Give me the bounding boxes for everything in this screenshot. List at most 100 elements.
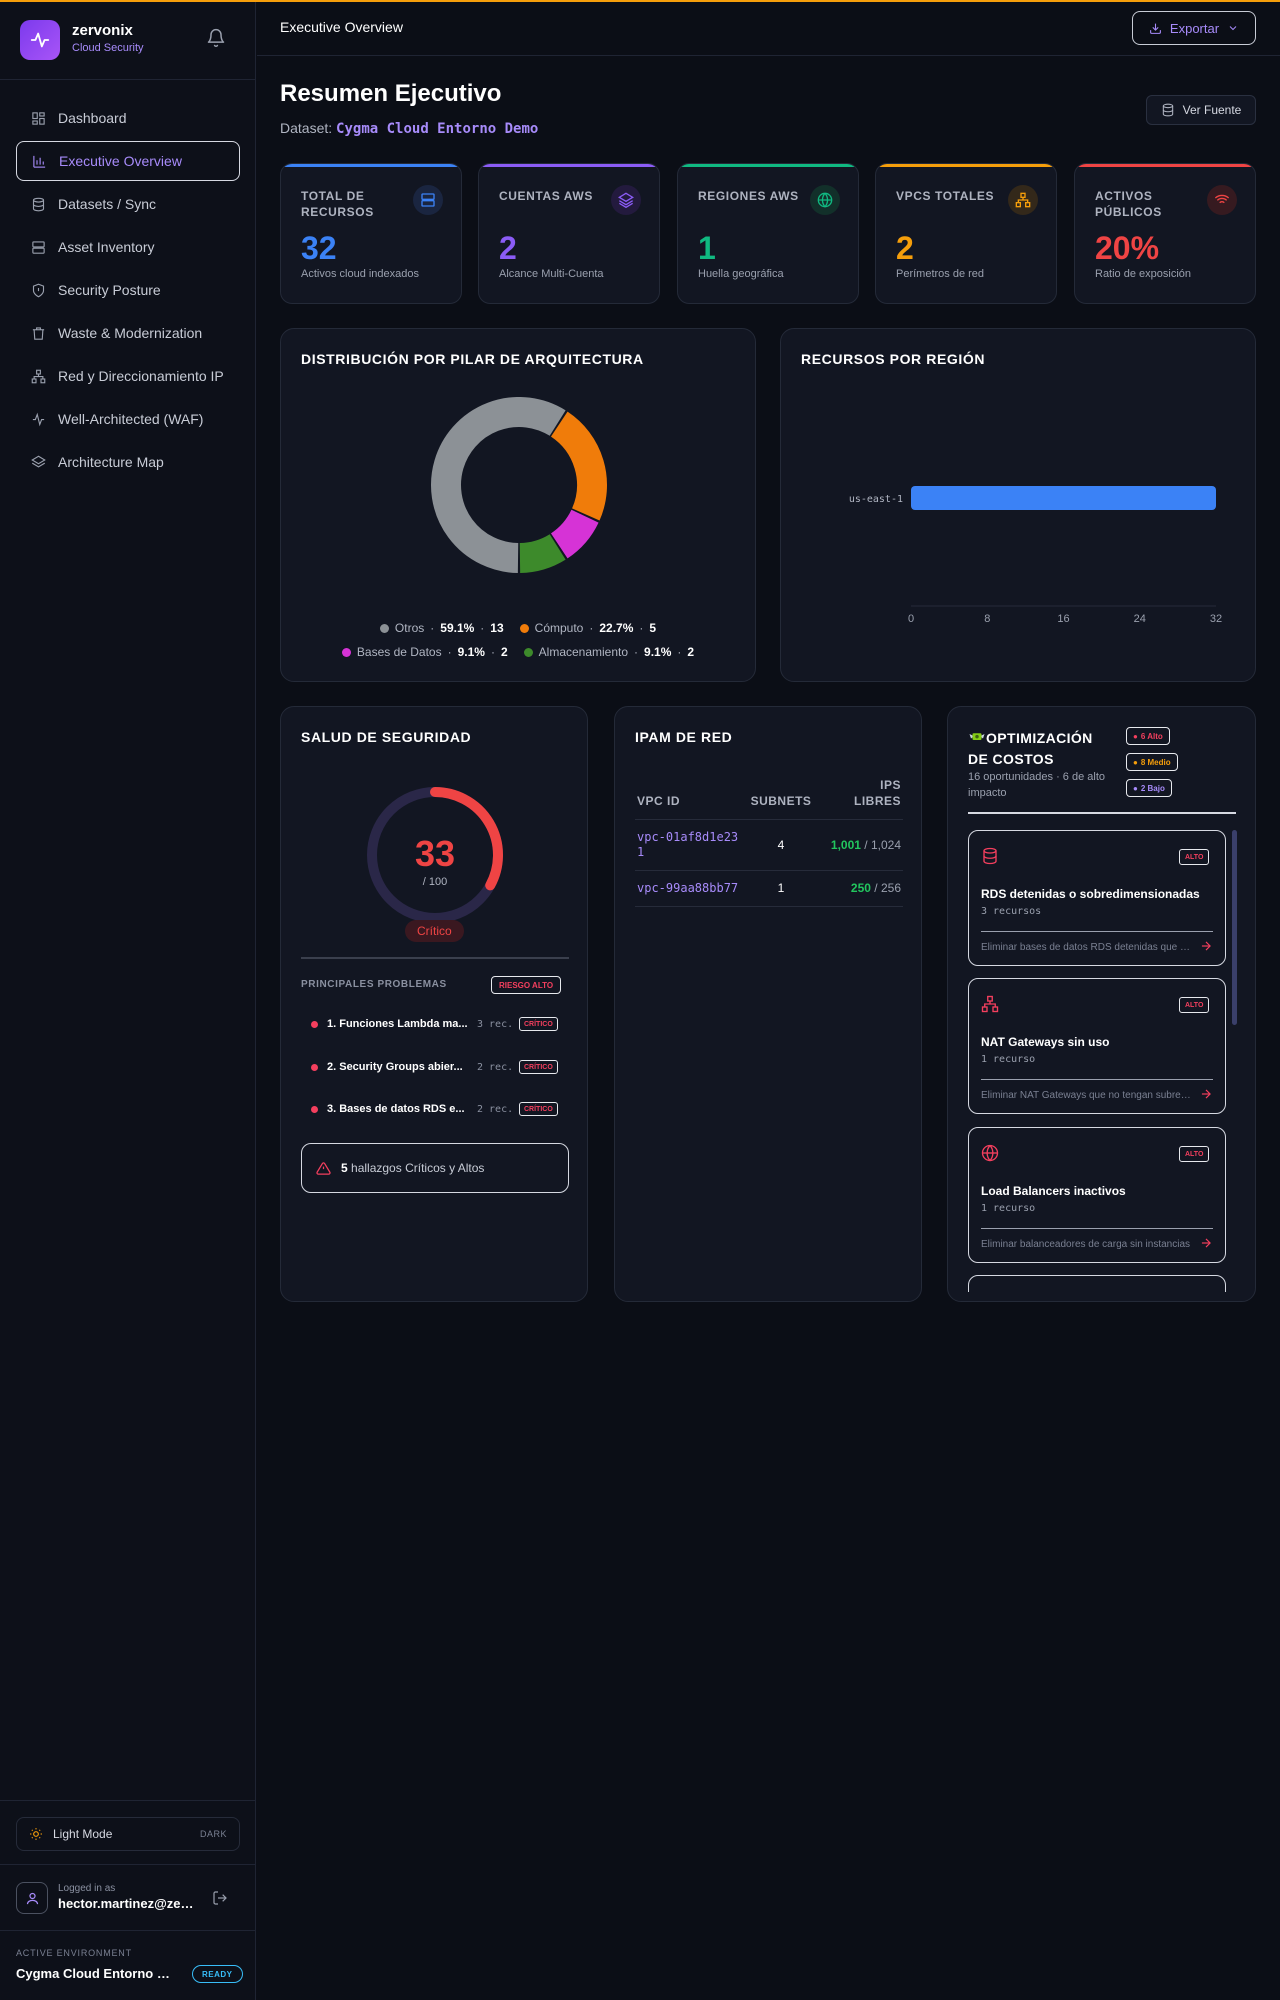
severity-badge-label: 6 Alto (1140, 731, 1163, 741)
environment-name[interactable]: Cygma Cloud Entorno Demo (16, 1966, 176, 1981)
sidebar-item-label: Waste & Modernization (58, 325, 203, 341)
severity-badge-low[interactable]: ● 2 Bajo (1126, 779, 1172, 797)
warning-icon (316, 1161, 331, 1176)
issue-item[interactable]: 3. Bases de datos RDS e... 2 rec. CRÍTIC… (311, 1099, 569, 1119)
kpi-card-aws-accounts[interactable]: CUENTAS AWS 2 Alcance Multi-Cuenta (478, 163, 660, 304)
sidebar-item-datasets[interactable]: Datasets / Sync (16, 184, 240, 224)
legend-percent: 9.1% (644, 645, 672, 659)
ipam-card: IPAM DE RED VPC ID SUBNETS IPS LIBRES vp… (614, 706, 922, 1302)
view-source-label: Ver Fuente (1182, 103, 1242, 117)
issue-text: 2. Security Groups abier... (327, 1061, 463, 1073)
column-header-subnets[interactable]: SUBNETS (745, 767, 817, 820)
sidebar-item-executive-overview[interactable]: Executive Overview (16, 141, 240, 181)
sidebar-item-label: Executive Overview (59, 153, 182, 169)
donut-slice-otros[interactable] (431, 397, 566, 573)
legend-swatch (379, 623, 389, 633)
table-row[interactable]: vpc-99aa88bb77 1 250 / 256 (635, 870, 903, 907)
export-label: Exportar (1169, 20, 1220, 36)
table-row[interactable]: vpc-01af8d1e231 4 1,001 / 1,024 (635, 819, 903, 871)
legend-item[interactable]: Otros · 59.1% · 13 (379, 621, 504, 635)
issue-item[interactable]: 1. Funciones Lambda ma... 3 rec. CRÍTICO (311, 1014, 569, 1034)
arrow-right-icon[interactable] (1199, 1087, 1213, 1104)
sidebar-item-network-ip[interactable]: Red y Direccionamiento IP (16, 356, 240, 396)
opportunity-severity-badge: ALTO (1179, 997, 1210, 1013)
legend-item[interactable]: Cómputo · 22.7% · 5 (519, 621, 657, 635)
brand-logo-icon[interactable] (20, 20, 60, 60)
x-tick-label: 32 (1210, 613, 1222, 625)
page-title: Resumen Ejecutivo (280, 80, 502, 107)
issue-dot (311, 1020, 318, 1028)
logout-icon[interactable] (212, 1890, 228, 1909)
kpi-card-aws-regions[interactable]: REGIONES AWS 1 Huella geográfica (677, 163, 859, 304)
opportunity-card[interactable]: ALTO RDS detenidas o sobredimensionadas … (968, 830, 1226, 966)
section-divider (301, 957, 569, 959)
legend-item[interactable]: Bases de Datos · 9.1% · 2 (341, 645, 508, 659)
risk-badge: RIESGO ALTO (491, 976, 562, 994)
legend-count: 5 (649, 621, 657, 635)
cost-optimization-card: OPTIMIZACIÓN DE COSTOS 16 oportunidades … (947, 706, 1256, 1302)
opportunity-divider (981, 931, 1213, 932)
sidebar-item-waf[interactable]: Well-Architected (WAF) (16, 399, 240, 439)
kpi-accent-bar (1075, 164, 1255, 167)
arrow-right-icon[interactable] (1199, 1236, 1213, 1253)
severity-badge-high[interactable]: ● 6 Alto (1126, 727, 1170, 745)
user-icon[interactable] (16, 1882, 48, 1914)
donut-slice-bases-de-datos[interactable] (550, 509, 599, 559)
kpi-label: ACTIVOS PÚBLICOS (1095, 189, 1162, 219)
total-ips-value: 256 (880, 881, 901, 895)
table-header-row: VPC ID SUBNETS IPS LIBRES (635, 767, 903, 820)
issue-severity-badge: CRÍTICO (519, 1017, 558, 1031)
scrollbar[interactable] (1232, 830, 1237, 1025)
legend-name: Bases de Datos (356, 645, 442, 659)
dataset-label: Dataset: (280, 120, 333, 136)
kpi-card-total-vpcs[interactable]: VPCS TOTALES 2 Perímetros de red (875, 163, 1057, 304)
column-header-vpc-id[interactable]: VPC ID (635, 767, 745, 820)
cost-title: OPTIMIZACIÓN DE COSTOS (968, 729, 1108, 769)
donut-slice-c-mputo[interactable] (550, 411, 607, 521)
vpc-id-cell[interactable]: vpc-01af8d1e231 (635, 819, 745, 871)
opportunity-card-partial[interactable] (968, 1275, 1226, 1292)
opportunity-description: Eliminar NAT Gateways que no tengan subr… (981, 1090, 1191, 1101)
legend-item[interactable]: Almacenamiento · 9.1% · 2 (523, 645, 694, 659)
opportunity-count: 3 recursos (981, 906, 1042, 917)
security-score-max: / 100 (423, 876, 447, 888)
severity-badge-label: 2 Bajo (1140, 783, 1165, 793)
legend-count: 13 (490, 621, 504, 635)
severity-badge-medium[interactable]: ● 8 Medio (1126, 753, 1178, 771)
opportunity-card[interactable]: ALTO NAT Gateways sin uso 1 recurso Elim… (968, 978, 1226, 1114)
sidebar-item-waste[interactable]: Waste & Modernization (16, 313, 240, 353)
severity-dot: ● (1133, 731, 1138, 741)
donut-slice-almacenamiento[interactable] (519, 533, 566, 573)
user-panel: Logged in as hector.martinez@zervonix.co… (16, 1880, 240, 1916)
legend-swatch (519, 623, 529, 633)
findings-text: hallazgos Críticos y Altos (351, 1161, 485, 1175)
sidebar-item-dashboard[interactable]: Dashboard (16, 98, 240, 138)
chart-legend-row-1: Otros · 59.1% · 13 Cómputo · 22.7% · 5 (281, 621, 755, 635)
opportunity-card[interactable]: ALTO Load Balancers inactivos 1 recurso … (968, 1127, 1226, 1263)
cost-title-text: OPTIMIZACIÓN DE COSTOS (968, 730, 1093, 767)
issue-item[interactable]: 2. Security Groups abier... 2 rec. CRÍTI… (311, 1057, 569, 1077)
legend-percent: 9.1% (457, 645, 485, 659)
sidebar-item-security-posture[interactable]: Security Posture (16, 270, 240, 310)
column-header-free-ips[interactable]: IPS LIBRES (817, 767, 903, 820)
issue-severity-badge: CRÍTICO (519, 1060, 558, 1074)
opportunity-severity-badge: ALTO (1179, 1146, 1210, 1162)
sidebar-item-architecture-map[interactable]: Architecture Map (16, 442, 240, 482)
view-source-button[interactable]: Ver Fuente (1146, 95, 1256, 125)
export-button[interactable]: Exportar (1132, 11, 1256, 45)
user-label: Logged in as (58, 1883, 116, 1894)
opportunity-count: 1 recurso (981, 1203, 1036, 1214)
kpi-card-total-resources[interactable]: TOTAL DE RECURSOS 32 Activos cloud index… (280, 163, 462, 304)
bell-icon[interactable] (206, 28, 228, 50)
sidebar-divider (0, 1800, 256, 1801)
arrow-right-icon[interactable] (1199, 939, 1213, 956)
vpc-id-cell[interactable]: vpc-99aa88bb77 (635, 870, 745, 907)
subnets-cell: 4 (745, 819, 817, 871)
findings-summary[interactable]: 5 hallazgos Críticos y Altos (301, 1143, 569, 1193)
sidebar-divider (0, 1864, 256, 1865)
kpi-card-public-assets[interactable]: ACTIVOS PÚBLICOS 20% Ratio de exposición (1074, 163, 1256, 304)
theme-toggle[interactable]: Light Mode DARK (16, 1817, 240, 1851)
sidebar-item-asset-inventory[interactable]: Asset Inventory (16, 227, 240, 267)
region-bar[interactable] (911, 486, 1216, 510)
security-status-badge: Crítico (405, 920, 464, 942)
